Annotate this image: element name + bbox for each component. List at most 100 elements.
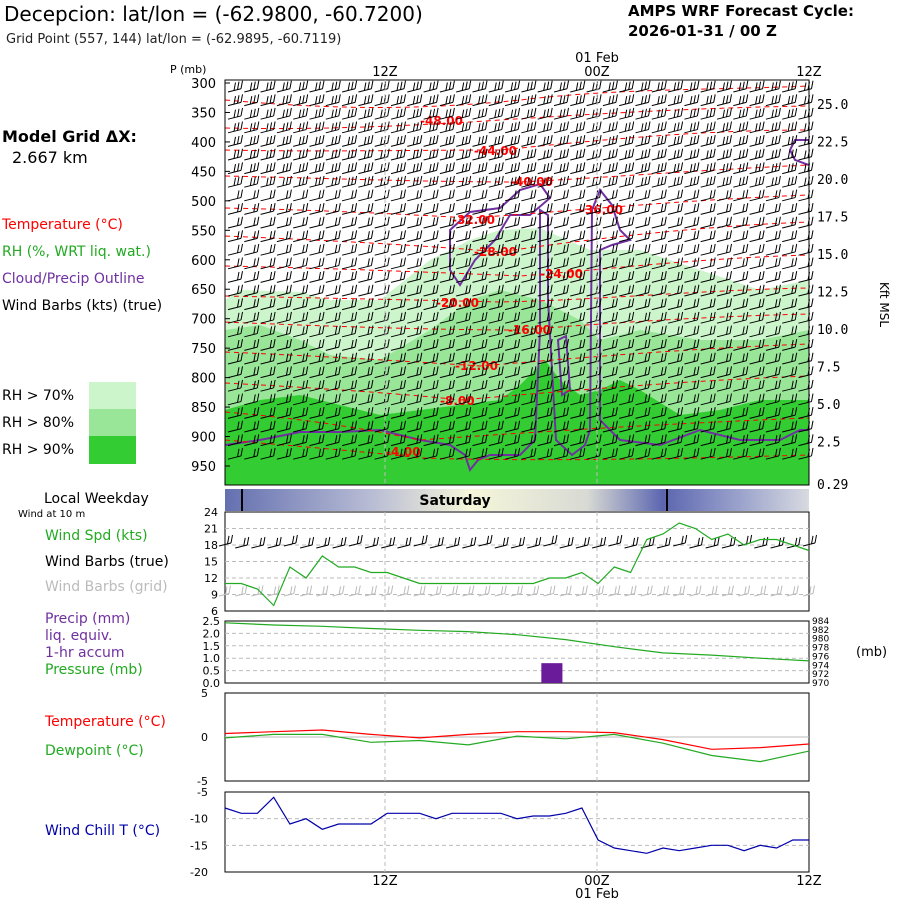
- upper-wind-barb: [407, 278, 421, 283]
- upper-wind-barb-flag: [305, 366, 309, 375]
- upper-wind-barb-flag: [400, 122, 403, 131]
- upper-wind-barb-flag: [582, 447, 586, 457]
- upper-wind-barb-flag: [543, 96, 546, 105]
- upper-wind-barb-flag: [269, 163, 273, 172]
- upper-wind-barb-flag: [233, 177, 236, 186]
- upper-wind-barb-flag: [680, 175, 684, 185]
- upper-wind-barb: [407, 319, 421, 324]
- upper-wind-barb-flag: [680, 257, 684, 266]
- upper-wind-barb-flag: [289, 393, 292, 402]
- wind-height-note: Wind at 10 m: [18, 509, 86, 520]
- upper-wind-barb-flag: [478, 109, 481, 118]
- upper-wind-barb: [782, 401, 796, 406]
- upper-wind-barb-flag: [465, 299, 468, 308]
- upper-wind-barb-flag: [419, 325, 423, 334]
- pressure-tick-label: 550: [191, 224, 216, 239]
- upper-wind-barb: [716, 387, 731, 392]
- upper-wind-barb-flag: [729, 434, 732, 443]
- upper-wind-barb-flag: [514, 380, 517, 389]
- upper-wind-barb-flag: [285, 108, 289, 117]
- upper-wind-barb-flag: [563, 367, 566, 376]
- upper-wind-barb-flag: [722, 82, 725, 91]
- upper-wind-barb-flag: [608, 150, 611, 159]
- upper-wind-barb: [390, 237, 405, 243]
- upper-wind-barb-flag: [289, 203, 292, 212]
- upper-wind-barb-flag: [791, 407, 794, 417]
- upper-wind-barb-flag: [774, 190, 778, 199]
- upper-wind-barb-flag: [713, 94, 716, 103]
- upper-wind-barb-flag: [501, 352, 504, 361]
- upper-wind-barb: [667, 387, 682, 392]
- upper-wind-barb-flag: [530, 231, 533, 240]
- upper-wind-barb-flag: [648, 230, 651, 239]
- upper-wind-barb-flag: [611, 367, 615, 376]
- upper-wind-barb-flag: [550, 135, 553, 144]
- wind-barb-true-flag: [652, 536, 655, 546]
- upper-wind-barb-flag: [285, 95, 289, 104]
- upper-wind-barb-flag: [240, 230, 243, 239]
- upper-wind-barb-flag: [412, 164, 416, 173]
- upper-wind-barb-flag: [689, 136, 693, 145]
- upper-wind-barb-flag: [579, 244, 582, 253]
- upper-wind-barb: [619, 224, 633, 229]
- wind-barb-grid: [689, 593, 700, 597]
- upper-wind-barb-flag: [387, 366, 390, 375]
- upper-wind-barb-flag: [403, 284, 406, 293]
- upper-wind-barb: [667, 319, 682, 324]
- upper-wind-barb-flag: [530, 163, 533, 172]
- upper-wind-barb-flag: [660, 135, 664, 145]
- upper-wind-barb-flag: [501, 393, 504, 402]
- wind-barb-true: [494, 544, 507, 549]
- upper-wind-barb-flag: [791, 271, 794, 281]
- wind-barb-grid-flag: [666, 585, 669, 594]
- upper-wind-barb-flag: [713, 135, 716, 144]
- upper-wind-barb-flag: [233, 150, 236, 159]
- upper-wind-barb-flag: [517, 325, 521, 334]
- upper-wind-barb: [456, 333, 470, 338]
- upper-wind-barb: [439, 197, 454, 202]
- upper-wind-barb: [798, 237, 812, 243]
- upper-wind-barb-flag: [318, 312, 321, 321]
- upper-wind-barb: [244, 305, 258, 311]
- upper-wind-barb-flag: [592, 96, 595, 105]
- upper-wind-barb-flag: [485, 407, 488, 416]
- wind-barb-true-flag: [583, 537, 587, 546]
- upper-wind-barb-flag: [530, 122, 533, 131]
- upper-wind-barb-flag: [709, 299, 713, 308]
- upper-wind-barb-flag: [468, 407, 472, 416]
- upper-wind-barb-flag: [664, 271, 667, 280]
- upper-wind-barb: [488, 265, 502, 270]
- upper-wind-barb-flag: [696, 447, 700, 457]
- wind-barb-grid-flag: [374, 585, 377, 594]
- upper-wind-barb-flag: [318, 367, 321, 376]
- upper-wind-barb-flag: [347, 164, 351, 173]
- upper-wind-barb: [553, 251, 568, 256]
- upper-wind-barb: [325, 455, 339, 460]
- upper-wind-barb-flag: [550, 284, 553, 293]
- upper-wind-barb: [472, 224, 486, 229]
- upper-wind-barb-flag: [713, 339, 716, 348]
- upper-wind-barb-flag: [485, 352, 488, 361]
- upper-wind-barb-flag: [599, 447, 602, 457]
- upper-wind-barb: [439, 237, 454, 243]
- upper-wind-barb-flag: [322, 216, 325, 225]
- upper-wind-barb-flag: [696, 189, 700, 198]
- upper-wind-barb-flag: [631, 162, 635, 171]
- upper-wind-barb-flag: [273, 325, 276, 334]
- upper-wind-barb-flag: [448, 95, 452, 104]
- upper-wind-barb: [358, 455, 372, 460]
- upper-wind-barb-flag: [448, 176, 452, 185]
- upper-wind-barb: [749, 305, 763, 311]
- upper-wind-barb-flag: [550, 243, 553, 253]
- wind-barb-grid-flag: [533, 586, 536, 595]
- upper-wind-barb-flag: [563, 421, 566, 430]
- upper-wind-barb-flag: [387, 257, 390, 266]
- upper-wind-barb: [749, 373, 763, 379]
- upper-wind-barb-flag: [237, 312, 240, 321]
- upper-wind-barb: [570, 428, 584, 433]
- upper-wind-barb: [423, 360, 437, 365]
- upper-wind-barb: [325, 292, 339, 297]
- upper-wind-barb-flag: [758, 312, 762, 321]
- upper-wind-barb-flag: [677, 176, 680, 185]
- pressure-tick-label: 400: [191, 136, 216, 151]
